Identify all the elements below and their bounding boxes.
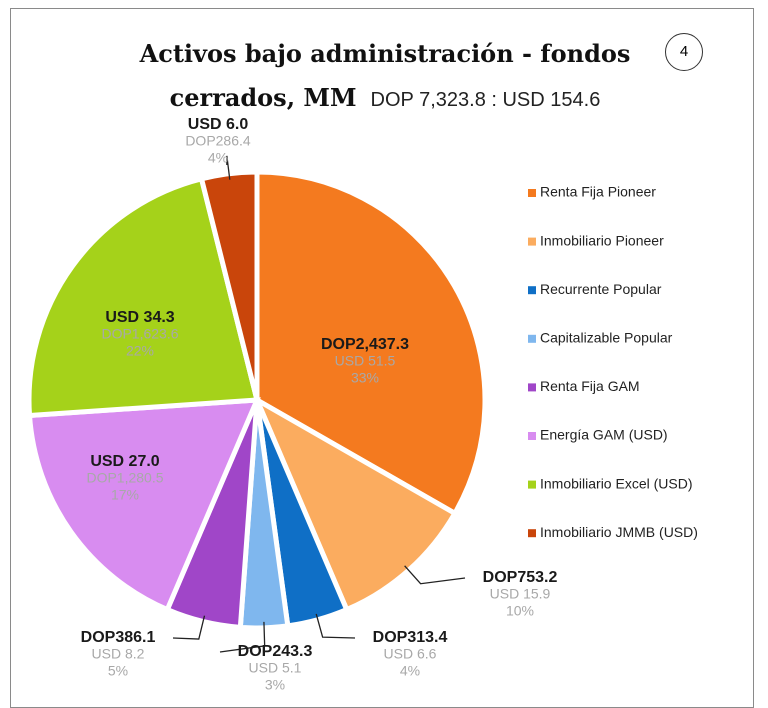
title-block: Activos bajo administración - fondos cer… xyxy=(125,34,645,122)
data-sublabel: USD 8.2 xyxy=(92,646,145,662)
legend-swatch xyxy=(528,237,536,246)
page-badge: 4 xyxy=(665,33,703,71)
leader-line xyxy=(315,613,356,639)
legend-label: Energía GAM (USD) xyxy=(540,427,668,443)
data-label: DOP2,437.3 xyxy=(321,336,409,353)
legend-swatch xyxy=(528,189,536,197)
legend-swatch xyxy=(528,432,536,440)
data-sublabel: 33% xyxy=(351,370,379,386)
pie-slice xyxy=(26,397,261,613)
legend-label: Inmobiliario Excel (USD) xyxy=(540,475,692,491)
legend-swatch xyxy=(528,529,536,538)
leader-line xyxy=(172,615,206,640)
data-sublabel: USD 6.6 xyxy=(384,646,437,662)
leader-line xyxy=(226,155,231,180)
data-sublabel: DOP286.4 xyxy=(185,133,251,149)
data-sublabel: 5% xyxy=(108,663,128,679)
data-sublabel: DOP1,623.6 xyxy=(101,326,178,342)
legend-label: Inmobiliario Pioneer xyxy=(540,232,664,248)
legend-swatch xyxy=(528,480,536,489)
data-sublabel: 17% xyxy=(111,487,139,503)
data-sublabel: 22% xyxy=(126,343,154,359)
legend-label: Renta Fija GAM xyxy=(540,378,640,394)
legend-swatch xyxy=(528,286,536,295)
leader-line xyxy=(404,565,466,585)
legend-label: Inmobiliario JMMB (USD) xyxy=(540,524,698,540)
data-label: USD 6.0 xyxy=(188,116,249,133)
data-sublabel: 3% xyxy=(265,677,285,693)
data-label: USD 27.0 xyxy=(90,453,159,470)
data-sublabel: 4% xyxy=(400,663,420,679)
data-label: DOP753.2 xyxy=(483,569,558,586)
pie-slice xyxy=(26,175,261,419)
chart-title: Activos bajo administración - fondos cer… xyxy=(139,39,631,112)
leader-line xyxy=(219,621,266,653)
legend-label: Renta Fija Pioneer xyxy=(540,184,656,200)
pie-slice xyxy=(254,169,488,517)
data-sublabel: 4% xyxy=(208,150,228,166)
legend-label: Recurrente Popular xyxy=(540,281,662,297)
legend-swatch xyxy=(528,383,536,392)
legend-swatch xyxy=(528,334,536,343)
chart-subtitle: DOP 7,323.8 : USD 154.6 xyxy=(370,89,601,111)
data-sublabel: USD 5.1 xyxy=(249,660,302,676)
legend-label: Capitalizable Popular xyxy=(540,330,673,346)
data-sublabel: DOP1,280.5 xyxy=(86,470,163,486)
data-sublabel: USD 51.5 xyxy=(335,353,396,369)
data-label: DOP386.1 xyxy=(81,629,156,646)
data-label: USD 34.3 xyxy=(105,309,174,326)
data-sublabel: 10% xyxy=(506,603,534,619)
data-sublabel: USD 15.9 xyxy=(490,586,551,602)
data-label: DOP313.4 xyxy=(373,629,448,646)
data-label: DOP243.3 xyxy=(238,643,313,660)
